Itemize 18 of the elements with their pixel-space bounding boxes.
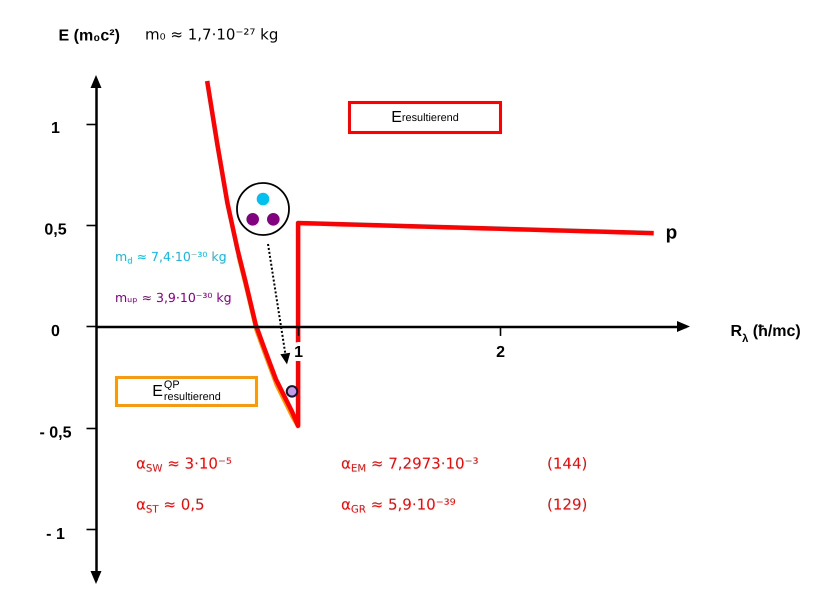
- y-tick-label: - 0,5: [39, 424, 72, 442]
- y-tick-label: 0,5: [44, 222, 67, 239]
- annotation: (129): [547, 496, 588, 514]
- text: m₀ ≈ 1,7·10⁻²⁷ kg: [145, 26, 278, 44]
- x-axis-title: R$_{λ}$ (ħ/mc): [730, 322, 801, 345]
- annotation: α$_{SW}$ ≈ 3·10⁻⁵: [136, 454, 232, 475]
- y-axis-title: E (m₀c²): [58, 28, 120, 44]
- annotation: m$_{d}$ ≈ 7,4·10⁻³⁰ kg: [115, 248, 227, 266]
- annotation: α$_{EM}$ ≈ 7,2973·10⁻³: [341, 454, 479, 475]
- annotation: (144): [547, 454, 588, 472]
- annotation: α$_{ST}$ ≈ 0,5: [136, 496, 205, 516]
- y-tick-label: - 1: [46, 526, 65, 543]
- annotation: mᵤₚ ≈ 3,9·10⁻³⁰ kg: [115, 290, 232, 305]
- annotation: p: [666, 222, 678, 244]
- y-tick-label: 0: [51, 322, 60, 340]
- annotation: α$_{GR}$ ≈ 5,9·10⁻³⁹: [341, 496, 456, 516]
- x-tick-label: 2: [496, 344, 506, 361]
- y-tick-label: 1: [51, 120, 60, 138]
